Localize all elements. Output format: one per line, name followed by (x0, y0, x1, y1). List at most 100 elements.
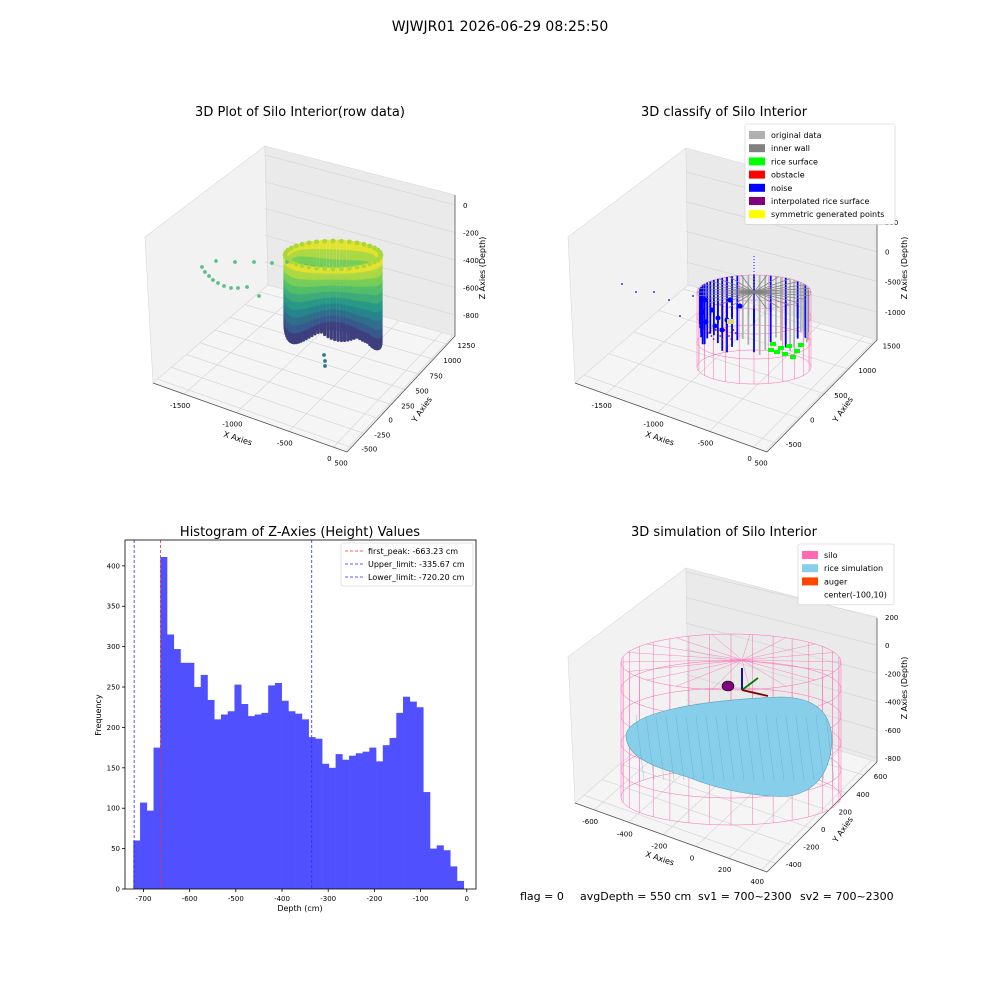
classify-z-label: Z Axies (Depth) (900, 237, 909, 300)
y-tick-label: 0 (388, 416, 392, 424)
y-gridline (583, 794, 776, 864)
legend-label: obstacle (771, 171, 805, 180)
y-tick-label: 250 (107, 684, 120, 692)
classify-interpolated-point (712, 338, 715, 340)
raw-z-label: Z Axies (Depth) (478, 237, 487, 300)
y-tick-label: 1250 (457, 342, 475, 350)
legend-swatch (802, 564, 818, 573)
legend-box (744, 123, 896, 225)
histogram-bar (187, 662, 195, 889)
y-tick-label: 0 (810, 416, 814, 424)
classify-interpolated-point (734, 332, 737, 334)
classify-inner-wall-spoke (753, 287, 810, 293)
raw-stray-point (222, 284, 226, 288)
legend-swatch (749, 157, 765, 166)
classify-rice-surface-point (768, 348, 774, 352)
raw-rim-point (293, 243, 299, 249)
classify-noise-point (715, 315, 721, 321)
y-tick-label: 100 (107, 805, 120, 813)
classify-interpolated-point (723, 329, 726, 331)
classify-legend: original data inner wall rice surface obsta… (744, 123, 896, 225)
histogram-reference-lines (133, 540, 313, 889)
z-gridline (685, 622, 878, 674)
rice-mesh-line (705, 715, 715, 781)
legend-label: interpolated rice surface (771, 197, 869, 206)
y-tick-label: 250 (401, 402, 414, 410)
z-gridline (685, 201, 878, 252)
raw-rim-point (306, 264, 312, 270)
raw-rim-point (361, 241, 367, 247)
silo-roof-line (741, 637, 787, 661)
y-gridline (186, 354, 379, 419)
raw-rim-point (299, 241, 305, 247)
auger-y-arrow (741, 677, 759, 691)
histogram-bar (362, 751, 370, 889)
histogram-bar (409, 701, 417, 889)
y-tick-label: 200 (839, 808, 852, 816)
raw-rim-point (375, 257, 381, 263)
x-gridline (344, 335, 454, 452)
simulation-x-label: X Axies (644, 850, 675, 868)
histogram-bar (301, 719, 309, 889)
x-tick-label: -600 (182, 895, 198, 903)
x-tick-label: -300 (320, 895, 336, 903)
x-tick-label: 0 (690, 854, 694, 862)
rice-mesh-line (725, 714, 735, 781)
z-tick-label: 0 (885, 249, 889, 257)
raw-rim-point (347, 265, 352, 271)
classify-rice-surface-point (778, 346, 784, 350)
classify-inner-wall-spoke (718, 278, 755, 293)
z-tick-label: -1000 (885, 309, 905, 317)
x-tick-label: -1500 (170, 402, 190, 410)
classify-inner-wall-spoke (740, 291, 755, 309)
legend-label: first_peak: -663.23 cm (368, 547, 458, 556)
z-tick-label: 200 (885, 614, 898, 622)
silo-roof-line (627, 652, 743, 661)
classify-noise-point (727, 297, 733, 303)
raw-y-axis (346, 335, 456, 453)
histogram-ticks: -700 -600 -500 -400 -300 -200 -100 0 0 50 100 150 20… (107, 562, 469, 903)
z-gridline (685, 231, 878, 282)
legend-label: Upper_limit: -335.67 cm (368, 560, 465, 569)
classify-noise-point (703, 319, 709, 325)
classify-rice-surface-point (794, 349, 800, 353)
raw-stray-point (257, 294, 261, 298)
rice-mesh-line (765, 715, 775, 781)
silo-roof-line (646, 659, 743, 681)
histogram-bar (416, 707, 424, 889)
rice-mesh-line (665, 714, 675, 781)
x-tick-label: 400 (751, 878, 764, 886)
x-tick-label: -100 (413, 895, 429, 903)
silo-roof-line (627, 659, 743, 672)
rice-mesh-line (735, 715, 745, 781)
classify-noise-point (737, 303, 743, 309)
z-tick-label: -400 (463, 257, 479, 265)
classify-inner-wall-spoke (729, 276, 755, 293)
raw-tick-labels: -1500-1000-5000500-500-25002505007501000… (170, 202, 479, 467)
classify-inner-wall-spoke (753, 278, 790, 293)
y-tick-label: 0 (821, 826, 825, 834)
raw-stray-point (229, 286, 233, 290)
silo-roof-line (741, 652, 835, 661)
y-gridline (200, 342, 392, 405)
simulation-z-label: Z Axies (Depth) (900, 657, 909, 720)
classify-stray-point (635, 291, 637, 293)
classify-inner-wall-spoke (709, 281, 755, 293)
raw-bottom-point (323, 364, 327, 368)
classify-rice-surface-point (790, 355, 796, 359)
y-tick-label: -500 (786, 441, 802, 449)
legend-swatch (802, 551, 818, 559)
y-gridline (608, 353, 801, 419)
raw-rim-point (338, 238, 344, 244)
histogram-bars (133, 556, 465, 889)
x-tick-label: -600 (582, 818, 598, 826)
histogram-bar (268, 685, 276, 889)
z-tick-label: 0 (463, 202, 467, 210)
silo-roof-line (741, 659, 842, 663)
raw-rim-point (377, 250, 383, 255)
raw-stray-point (270, 261, 274, 265)
x-tick-label: -700 (136, 895, 152, 903)
y-tick-label: -500 (361, 445, 377, 453)
raw-rim-point (289, 245, 294, 251)
raw-x-label: X Axies (222, 430, 253, 448)
